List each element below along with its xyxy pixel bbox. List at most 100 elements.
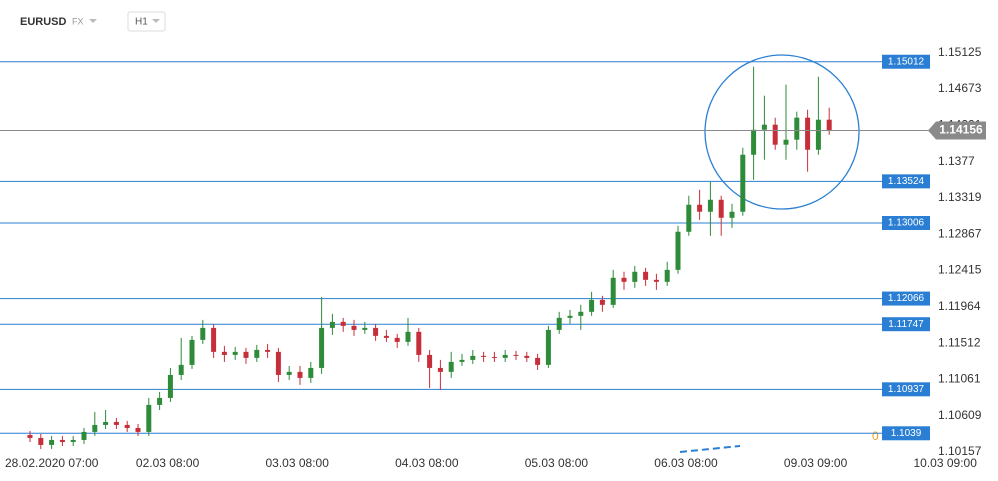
current-price-label: 1.14156 <box>939 123 983 137</box>
candle-body <box>761 124 767 130</box>
level-label: 1.12066 <box>888 293 925 304</box>
dropdown-arrow[interactable] <box>152 19 160 23</box>
candle-body <box>157 397 163 405</box>
candle-body <box>232 351 238 355</box>
candle-body <box>567 315 573 318</box>
level-tag <box>882 317 930 332</box>
candle-body <box>686 204 692 232</box>
marker-text: 0 <box>872 429 879 443</box>
highlight-circle <box>704 54 860 210</box>
candle-body <box>70 439 76 442</box>
level-tag <box>882 174 930 189</box>
candle-body <box>621 277 627 282</box>
candle-body <box>772 124 778 145</box>
candle-body <box>254 349 260 358</box>
candle-body <box>49 439 55 445</box>
candle-body <box>675 231 681 270</box>
candle-body <box>297 371 303 378</box>
candle-body <box>92 424 98 432</box>
timeframe[interactable]: H1 <box>135 17 148 28</box>
symbol[interactable]: EURUSD <box>20 16 67 28</box>
candle-body <box>286 371 292 375</box>
y-tick-label: 1.13319 <box>938 190 982 204</box>
candle-body <box>556 317 562 330</box>
current-price-tag <box>928 121 986 140</box>
level-label: 1.1039 <box>891 428 922 439</box>
y-tick-label: 1.12867 <box>938 226 982 240</box>
candle-body <box>513 354 519 356</box>
candle-body <box>103 421 109 425</box>
candle-body <box>351 325 357 330</box>
x-tick-label: 09.03 09:00 <box>784 456 848 470</box>
candle-body <box>178 364 184 375</box>
candle-body <box>362 327 368 330</box>
candle-body <box>394 337 400 342</box>
candle-body <box>664 269 670 282</box>
candle-body <box>481 355 487 357</box>
candle-body <box>59 439 65 442</box>
candle-body <box>373 327 379 336</box>
candle-body <box>502 354 508 358</box>
y-tick-label: 1.1377 <box>938 154 975 168</box>
candle-body <box>189 339 195 365</box>
x-tick-label: 05.03 08:00 <box>525 456 589 470</box>
candle-body <box>329 321 335 328</box>
candle-body <box>707 199 713 212</box>
candle-body <box>632 271 638 282</box>
dropdown-arrow[interactable] <box>89 19 97 23</box>
y-tick-label: 1.10609 <box>938 408 982 422</box>
level-tag <box>882 215 930 230</box>
y-tick-label: 1.15125 <box>938 45 982 59</box>
candle-body <box>340 321 346 326</box>
candle-body <box>740 154 746 212</box>
candle-body <box>459 359 465 362</box>
level-label: 1.10937 <box>888 384 925 395</box>
x-tick-label: 06.03 08:00 <box>654 456 718 470</box>
candle-body <box>146 404 152 432</box>
x-tick-label: 10.03 09:00 <box>913 456 977 470</box>
timeframe-box[interactable] <box>127 11 166 32</box>
candle-body <box>653 279 659 282</box>
market: FX <box>72 16 84 26</box>
candle-body <box>589 299 595 312</box>
candle-body <box>135 427 141 432</box>
candle-body <box>535 357 541 365</box>
candle-body <box>599 299 605 305</box>
candle-body <box>470 355 476 360</box>
candle-body <box>805 117 811 150</box>
candle-body <box>697 204 703 212</box>
candle-body <box>448 361 454 372</box>
candle-body <box>729 211 735 218</box>
candle-body <box>578 311 584 316</box>
candle-body <box>643 271 649 280</box>
candle-body <box>211 327 217 352</box>
candle-body <box>124 424 130 428</box>
candle-body <box>405 331 411 342</box>
trend-line <box>679 445 741 453</box>
candle-body <box>308 367 314 378</box>
x-tick-label: 03.03 08:00 <box>265 456 329 470</box>
candle-body <box>113 421 119 425</box>
candle-body <box>275 351 281 375</box>
candle-body <box>718 199 724 218</box>
level-label: 1.11747 <box>888 319 924 330</box>
candle-body <box>815 119 821 150</box>
candle-body <box>610 277 616 305</box>
candle-body <box>751 129 757 155</box>
y-tick-label: 1.11061 <box>938 372 981 386</box>
candle-body <box>27 434 33 438</box>
candle-body <box>545 329 551 365</box>
candle-body <box>383 335 389 338</box>
candle-body <box>38 437 44 445</box>
level-label: 1.13524 <box>888 176 925 187</box>
level-label: 1.13006 <box>888 218 925 229</box>
x-tick-label: 02.03 08:00 <box>136 456 200 470</box>
candle-body <box>524 355 530 358</box>
candle-body <box>319 327 325 368</box>
candle-body <box>243 351 249 358</box>
candle-body <box>783 139 789 145</box>
y-tick-label: 1.12415 <box>938 263 982 277</box>
level-tag <box>882 54 930 69</box>
